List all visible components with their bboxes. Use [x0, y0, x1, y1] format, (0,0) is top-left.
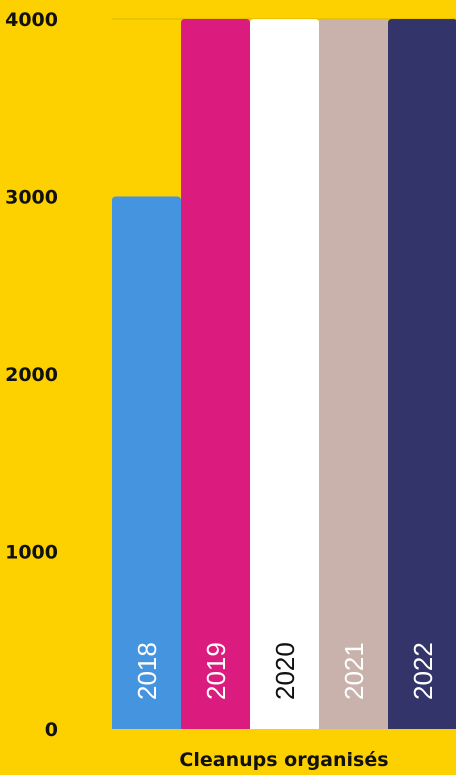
x-axis-label: Cleanups organisés [179, 749, 388, 771]
bar-2021 [319, 19, 388, 729]
bar-label-2018: 2018 [132, 642, 162, 700]
bar-label-2021: 2021 [339, 642, 369, 700]
y-tick-label: 1000 [5, 542, 58, 564]
y-tick-label: 0 [45, 719, 58, 741]
y-tick-label: 3000 [5, 187, 58, 209]
bar-2018 [112, 196, 181, 729]
y-tick-label: 4000 [5, 9, 58, 31]
y-axis-ticks: 0 1000 2000 3000 4000 [5, 9, 58, 741]
bars [112, 19, 456, 729]
bar-label-2022: 2022 [408, 642, 438, 700]
bar-2022 [388, 19, 456, 729]
bar-2020 [250, 19, 319, 729]
bar-label-2019: 2019 [201, 642, 231, 700]
y-tick-label: 2000 [5, 364, 58, 386]
bar-2019 [181, 19, 250, 729]
bar-label-2020: 2020 [270, 642, 300, 700]
bar-labels: 2018 2019 2020 2021 2022 [132, 642, 438, 700]
